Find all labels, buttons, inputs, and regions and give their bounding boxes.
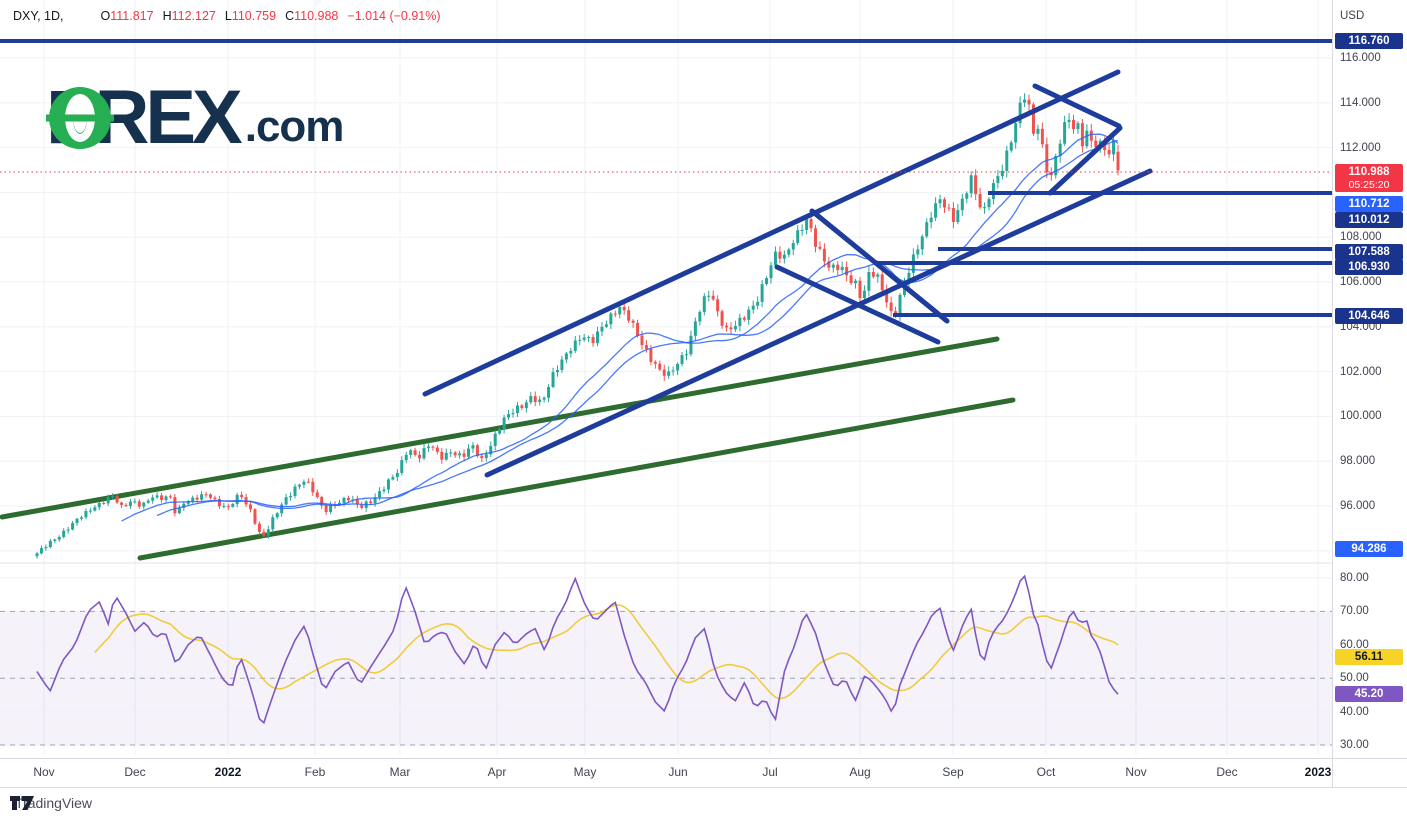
low-value: 110.759 <box>231 9 277 23</box>
time-label: Aug <box>849 765 871 779</box>
price-level-badge: 116.760 <box>1335 33 1403 49</box>
close-value: 110.988 <box>294 9 339 23</box>
channel-top <box>422 69 1121 397</box>
time-label: Apr <box>487 765 507 779</box>
channel-bottom <box>484 168 1153 478</box>
rsi-value-badge: 45.20 <box>1335 686 1403 702</box>
price-axis[interactable]: USD 116.000 114.000 112.000 108.000 106.000 1… <box>1332 0 1407 786</box>
tradingview-label: TradingView <box>15 795 93 811</box>
time-label: Jun <box>668 765 688 779</box>
wedge-resistance <box>1032 83 1122 129</box>
low-label: L <box>224 9 232 23</box>
price-tick: 106.000 <box>1340 276 1382 289</box>
wedge-support <box>1047 125 1123 196</box>
rsi-tick: 50.00 <box>1340 672 1369 685</box>
axis-corner <box>1332 758 1407 788</box>
descending-b <box>774 264 941 345</box>
tradingview-icon <box>10 796 34 810</box>
time-label: Feb <box>304 765 326 779</box>
rsi-tick: 60.00 <box>1340 638 1369 651</box>
price-tick: 100.000 <box>1340 410 1382 423</box>
forex-logo: F REX .com <box>46 75 345 160</box>
high-label: H <box>162 9 172 23</box>
price-tick: 98.000 <box>1340 455 1376 468</box>
green-channel-bottom <box>137 397 1016 561</box>
candles <box>35 93 1120 559</box>
rsi-pane[interactable] <box>0 574 1332 746</box>
price-level-badge: 104.646 <box>1335 308 1403 324</box>
price-tick: 112.000 <box>1340 141 1381 154</box>
price-level-badge: 94.286 <box>1335 541 1403 557</box>
price-level-badge: 110.012 <box>1335 212 1403 228</box>
price-tick: 108.000 <box>1340 231 1382 244</box>
navy-trendlines[interactable] <box>422 69 1153 478</box>
forex-logo-com: .com <box>244 102 345 151</box>
change-value: −1.014 (−0.91%) <box>347 9 441 23</box>
vertical-gridlines <box>43 0 1319 755</box>
time-label: Sep <box>942 765 964 779</box>
rsi-line <box>36 574 1119 725</box>
chart-canvas[interactable] <box>0 0 1407 790</box>
price-tick: 96.000 <box>1340 500 1376 513</box>
symbol-legend[interactable]: DXY, 1D, O111.817 H112.127 L110.759 C110.988… <box>13 9 441 23</box>
currency-label: USD <box>1340 10 1365 22</box>
time-label: 2023 <box>1304 765 1332 779</box>
price-level-badge: 110.712 <box>1335 196 1403 212</box>
price-level-badge: 106.930 <box>1335 259 1403 275</box>
descending-a <box>809 208 950 324</box>
time-label: Oct <box>1036 765 1056 779</box>
time-label: May <box>573 765 597 779</box>
price-tick: 114.000 <box>1340 96 1381 109</box>
time-label: 2022 <box>214 765 242 779</box>
rsi-tick: 40.00 <box>1340 705 1369 718</box>
time-label: Mar <box>389 765 411 779</box>
tradingview-logo[interactable]: TradingView <box>9 795 92 811</box>
rsi-tick: 30.00 <box>1340 739 1369 751</box>
time-label: Dec <box>124 765 146 779</box>
price-tick: 102.000 <box>1340 365 1382 378</box>
rsi-value-badge: 56.11 <box>1335 649 1403 665</box>
last-price-badge: 110.988 05:25:20 <box>1335 164 1403 192</box>
horizontal-levels[interactable] <box>0 39 1332 317</box>
close-label: C <box>285 9 295 23</box>
time-label: Jul <box>762 765 778 779</box>
time-label: Nov <box>1125 765 1147 779</box>
symbol-title: DXY, 1D, <box>13 9 64 23</box>
open-value: 111.817 <box>110 9 154 23</box>
time-label: Dec <box>1216 765 1238 779</box>
open-label: O <box>100 9 111 23</box>
countdown-timer: 05:25:20 <box>1348 179 1390 191</box>
price-pane[interactable] <box>0 39 1332 561</box>
high-value: 112.127 <box>171 9 216 23</box>
price-tick: 116.000 <box>1340 52 1381 65</box>
time-axis[interactable]: Nov Dec 2022 Feb Mar Apr May Jun Jul Aug Sep Oct Nov… <box>0 758 1332 788</box>
rsi-tick: 70.00 <box>1340 605 1369 618</box>
forex-logo-rex: REX <box>94 75 242 160</box>
rsi-tick: 80.00 <box>1340 572 1369 584</box>
price-level-badge: 107.588 <box>1335 244 1403 260</box>
time-label: Nov <box>33 765 55 779</box>
